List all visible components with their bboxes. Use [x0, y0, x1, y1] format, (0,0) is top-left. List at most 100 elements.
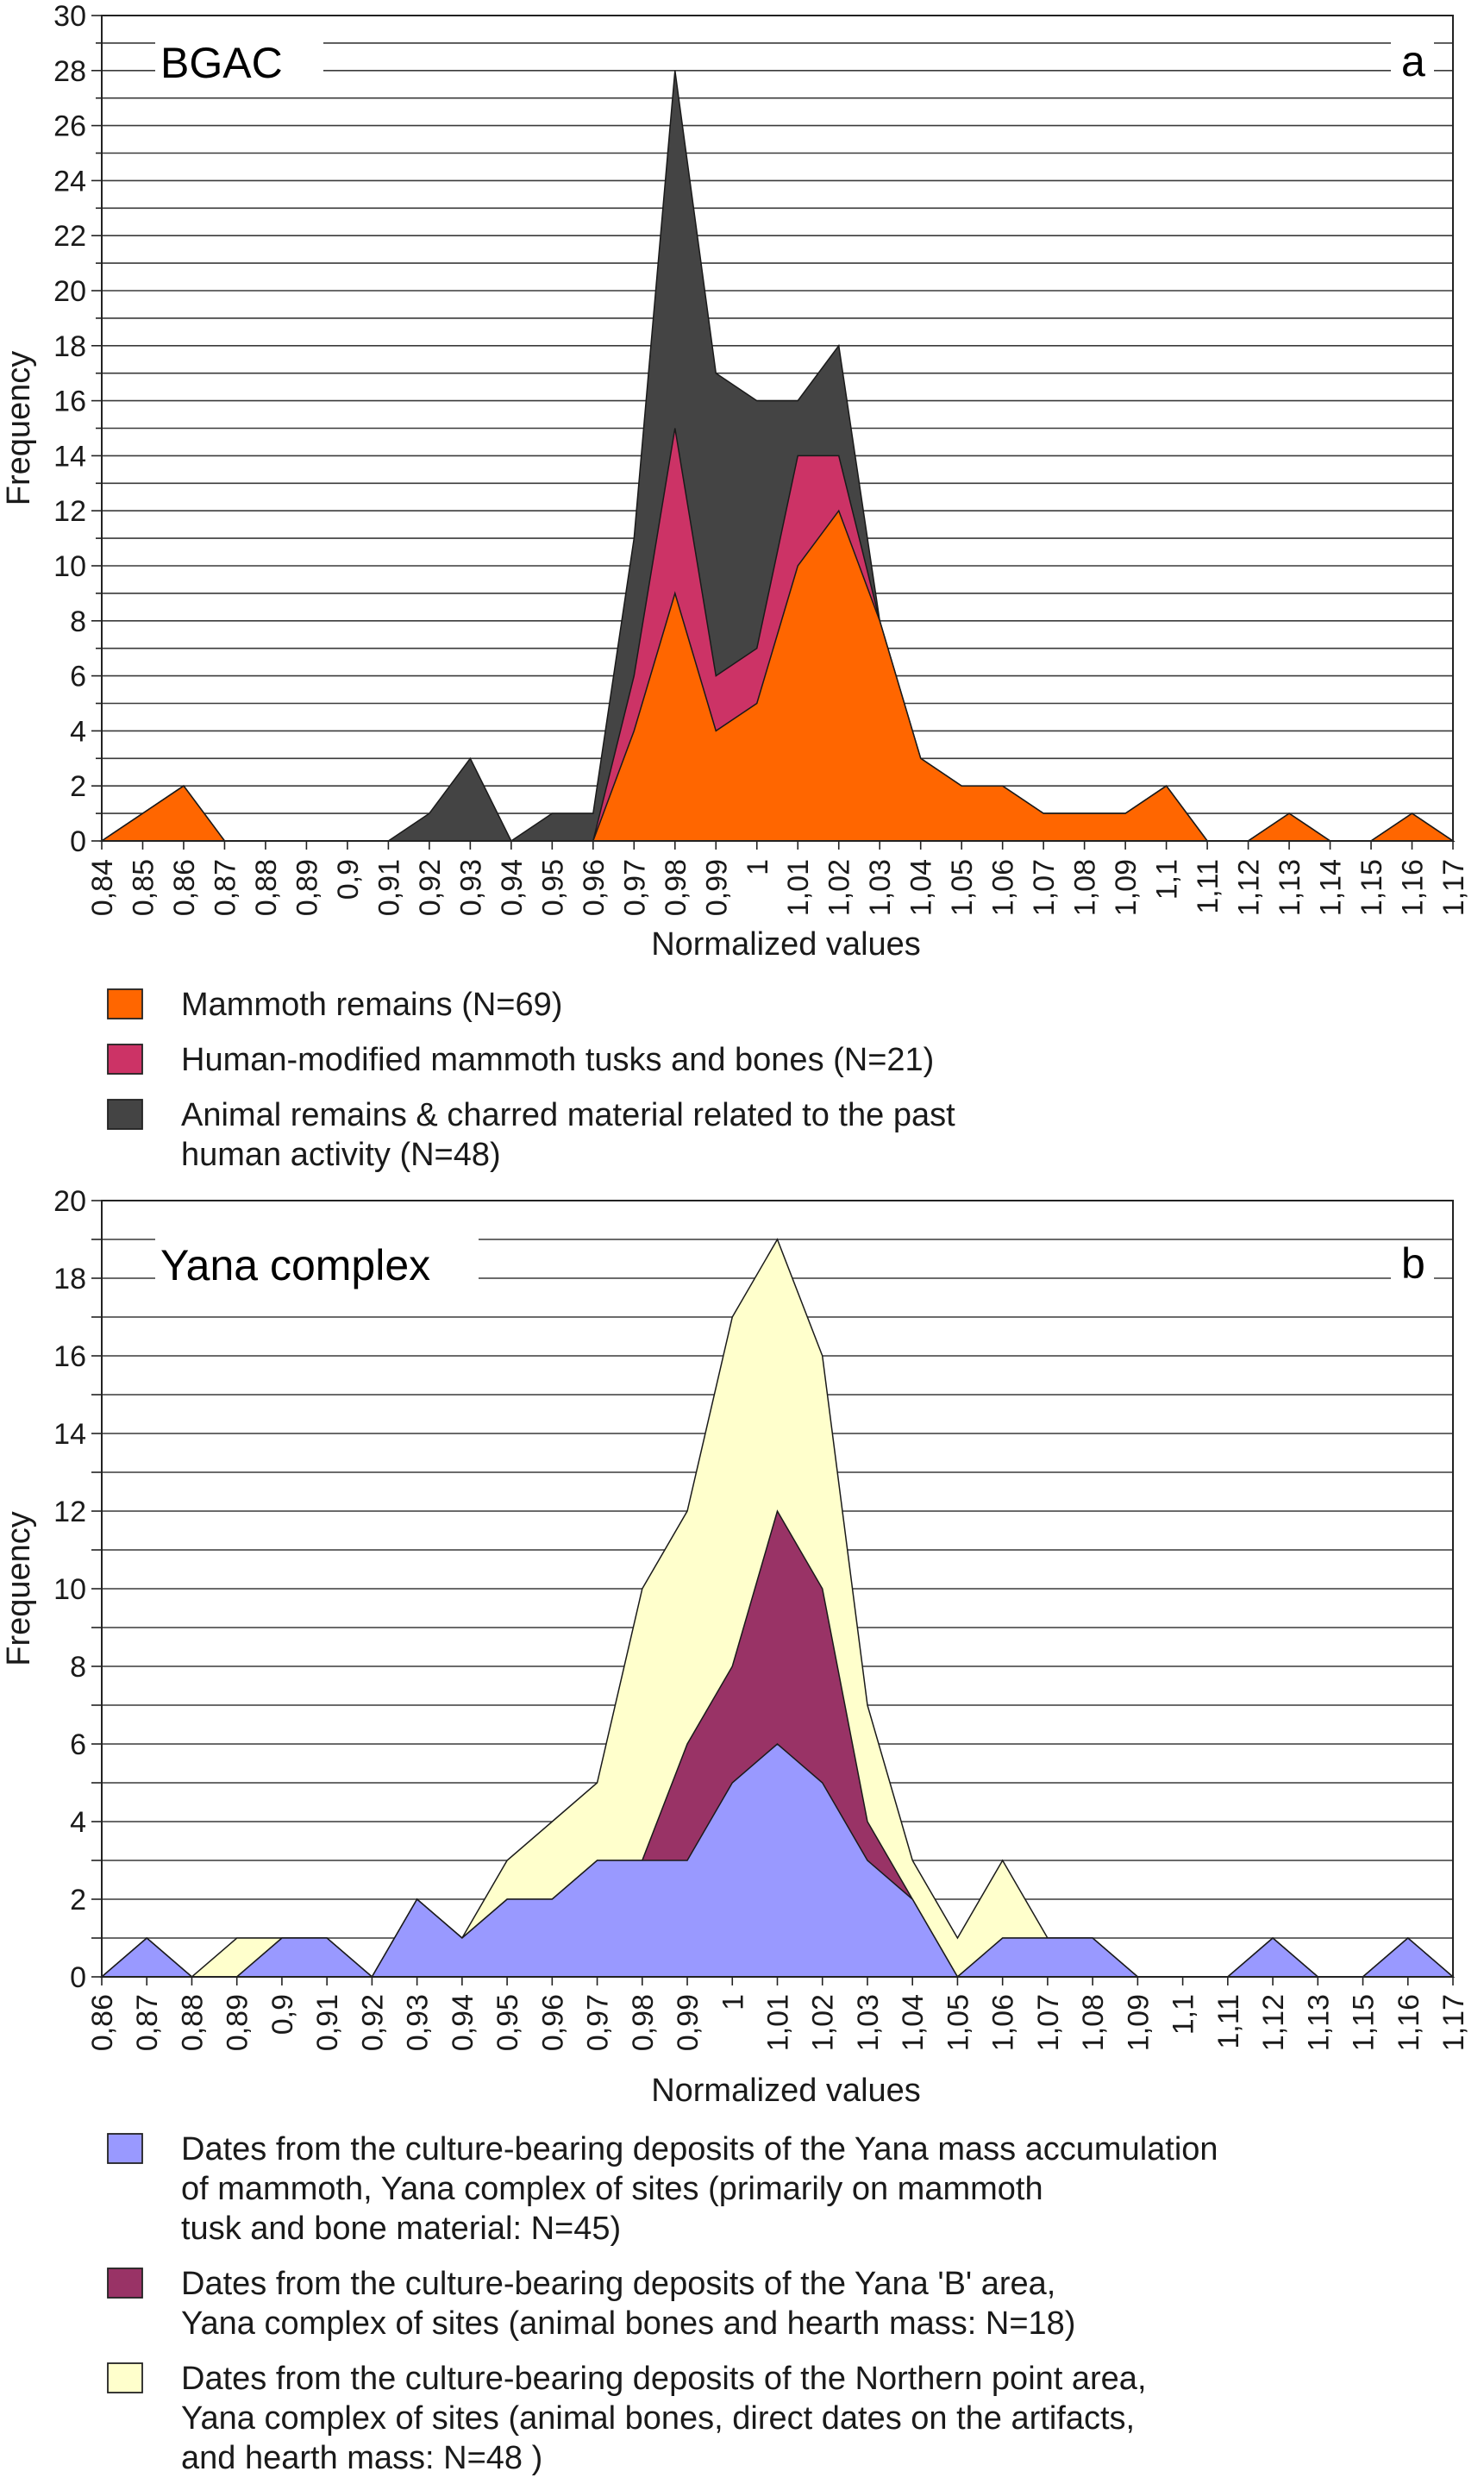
y-tick-label: 20 — [53, 275, 86, 308]
y-tick-label: 8 — [70, 1651, 86, 1684]
x-tick-label: 1,12 — [1257, 1994, 1290, 2051]
x-tick-label: 0,97 — [618, 859, 651, 916]
y-tick-label: 30 — [53, 0, 86, 33]
x-tick-label: 0,95 — [536, 859, 569, 916]
x-tick-label: 0,97 — [582, 1994, 615, 2051]
x-tick-label: 0,91 — [311, 1994, 344, 2051]
y-tick-label: 20 — [53, 1185, 86, 1218]
panel-a-title: BGAC — [160, 39, 283, 87]
x-tick-label: 0,92 — [356, 1994, 389, 2051]
legend-swatch — [107, 1044, 143, 1075]
x-tick-label: 1,06 — [987, 1994, 1020, 2051]
legend-item: Mammoth remains (N=69) — [107, 987, 562, 1023]
x-tick-label: 1,15 — [1348, 1994, 1381, 2051]
x-tick-label: 1,08 — [1069, 859, 1102, 916]
panel-b-title: Yana complex — [160, 1241, 430, 1289]
x-tick-label: 0,99 — [700, 859, 733, 916]
x-tick-label: 1,02 — [807, 1994, 840, 2051]
x-tick-label: 0,96 — [578, 859, 611, 916]
panel-b-title-box — [155, 1237, 479, 1290]
y-tick-label: 14 — [53, 440, 86, 473]
legend-swatch — [107, 2268, 143, 2299]
x-tick-label: 0,88 — [250, 859, 283, 916]
x-tick-label: 1,02 — [823, 859, 856, 916]
legend-item: Dates from the culture-bearing deposits … — [107, 2131, 1218, 2247]
x-tick-label: 1,09 — [1122, 1994, 1155, 2051]
x-tick-label: 0,98 — [660, 859, 692, 916]
legend-label: Yana complex of sites (animal bones, dir… — [181, 2400, 1135, 2437]
x-tick-label: 1,11 — [1192, 859, 1224, 914]
x-tick-label: 1,16 — [1393, 1994, 1425, 2051]
legend-item: Dates from the culture-bearing deposits … — [107, 2266, 1075, 2342]
y-tick-label: 8 — [70, 605, 86, 638]
x-tick-label: 1 — [742, 859, 774, 875]
y-tick-label: 18 — [53, 1263, 86, 1295]
y-tick-label: 4 — [70, 715, 86, 748]
panel-a-y-axis-title: Frequency — [1, 351, 37, 506]
x-tick-label: 1,08 — [1077, 1994, 1110, 2051]
x-tick-label: 0,93 — [454, 859, 487, 916]
y-tick-label: 24 — [53, 165, 86, 198]
y-tick-label: 14 — [53, 1418, 86, 1451]
x-tick-label: 1,09 — [1110, 859, 1143, 916]
panel-a-x-axis-title: Normalized values — [651, 926, 921, 963]
x-tick-label: 1,04 — [905, 859, 938, 916]
panel-a: 024681012141618202224262830Frequency0,84… — [1, 0, 1470, 1173]
panel-b-legend: Dates from the culture-bearing deposits … — [107, 2131, 1218, 2476]
legend-swatch — [107, 988, 143, 1019]
x-tick-label: 1,1 — [1151, 859, 1184, 900]
x-tick-label: 1,01 — [782, 859, 815, 916]
legend-label: Dates from the culture-bearing deposits … — [181, 2266, 1055, 2302]
panel-b-x-axis-title: Normalized values — [651, 2073, 921, 2109]
y-tick-label: 18 — [53, 330, 86, 363]
legend-label: and hearth mass: N=48 ) — [181, 2440, 542, 2476]
x-tick-label: 0,89 — [291, 859, 323, 916]
x-tick-label: 0,94 — [496, 859, 529, 916]
legend-item: Animal remains & charred material relate… — [107, 1097, 955, 1173]
x-tick-label: 1,1 — [1168, 1994, 1200, 2035]
x-tick-label: 1,04 — [897, 1994, 930, 2051]
x-tick-label: 1,12 — [1233, 859, 1266, 916]
panel-a-label-box — [1391, 38, 1434, 86]
x-tick-label: 1,03 — [864, 859, 897, 916]
x-tick-label: 1,07 — [1028, 859, 1061, 916]
y-tick-label: 12 — [53, 1496, 86, 1528]
legend-label: Yana complex of sites (animal bones and … — [181, 2305, 1075, 2342]
legend-label: Mammoth remains (N=69) — [181, 987, 562, 1023]
panel-a-panel-label: a — [1401, 37, 1425, 85]
x-tick-label: 0,9 — [332, 859, 365, 900]
x-tick-label: 1,06 — [987, 859, 1020, 916]
y-tick-label: 22 — [53, 220, 86, 253]
legend-item: Human-modified mammoth tusks and bones (… — [107, 1042, 934, 1078]
x-tick-label: 1,14 — [1315, 859, 1348, 916]
y-tick-label: 2 — [70, 1884, 86, 1916]
legend-label: of mammoth, Yana complex of sites (prima… — [181, 2171, 1043, 2207]
panel-b-label-box — [1391, 1240, 1434, 1289]
x-tick-label: 0,88 — [176, 1994, 209, 2051]
panel-b-x-axis: 0,86 0,87 0,88 0,89 0,9 0,91 0,92 0,93 0,94 0,95 0… — [86, 1977, 1470, 2109]
y-tick-label: 6 — [70, 1728, 86, 1761]
x-tick-label: 0,87 — [209, 859, 241, 916]
y-tick-label: 28 — [53, 55, 86, 88]
x-tick-label: 1,05 — [942, 1994, 974, 2051]
x-tick-label: 0,84 — [86, 859, 119, 916]
x-tick-label: 1 — [717, 1994, 749, 2010]
x-tick-label: 0,99 — [672, 1994, 704, 2051]
y-tick-label: 10 — [53, 1573, 86, 1606]
panel-a-legend: Mammoth remains (N=69) Human-modified mam… — [107, 987, 955, 1173]
y-tick-label: 16 — [53, 386, 86, 418]
x-tick-label: 0,85 — [127, 859, 160, 916]
x-tick-label: 1,17 — [1437, 1994, 1470, 2051]
x-tick-label: 1,07 — [1032, 1994, 1065, 2051]
x-tick-label: 0,87 — [131, 1994, 164, 2051]
x-tick-label: 0,86 — [168, 859, 201, 916]
legend-label: Dates from the culture-bearing deposits … — [181, 2131, 1218, 2167]
x-tick-label: 1,17 — [1437, 859, 1470, 916]
x-tick-label: 1,01 — [762, 1994, 795, 2051]
x-tick-label: 0,91 — [373, 859, 405, 916]
x-tick-label: 1,05 — [946, 859, 979, 916]
legend-swatch — [107, 2133, 143, 2164]
y-tick-label: 4 — [70, 1806, 86, 1839]
